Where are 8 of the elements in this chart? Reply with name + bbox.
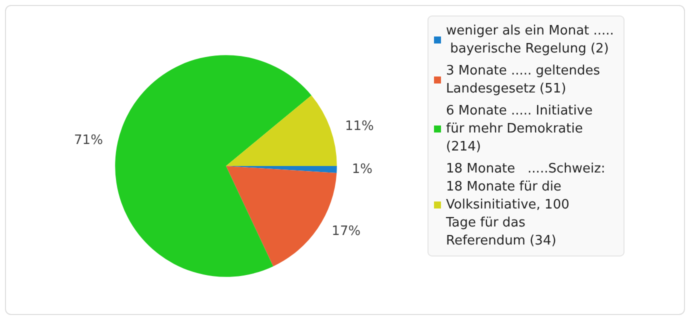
legend-label: 6 Monate ..... Initiative für mehr Demokratie (214) [446, 104, 597, 154]
legend-label: weniger als ein Monat ..... bayerische Regelung (2) [446, 24, 614, 56]
data-label: 17% [332, 224, 361, 240]
legend-label: 18 Monate .....Schweiz: 18 Monate für die Volksinitiative, 100 Tage für das Referendum (34) [445, 162, 610, 248]
data-label: 71% [74, 133, 103, 148]
data-label: 1% [352, 162, 372, 178]
legend-label: 3 Monate ..... geltendes Landesgesetz (51) [446, 64, 604, 96]
data-label: 11% [344, 118, 374, 134]
